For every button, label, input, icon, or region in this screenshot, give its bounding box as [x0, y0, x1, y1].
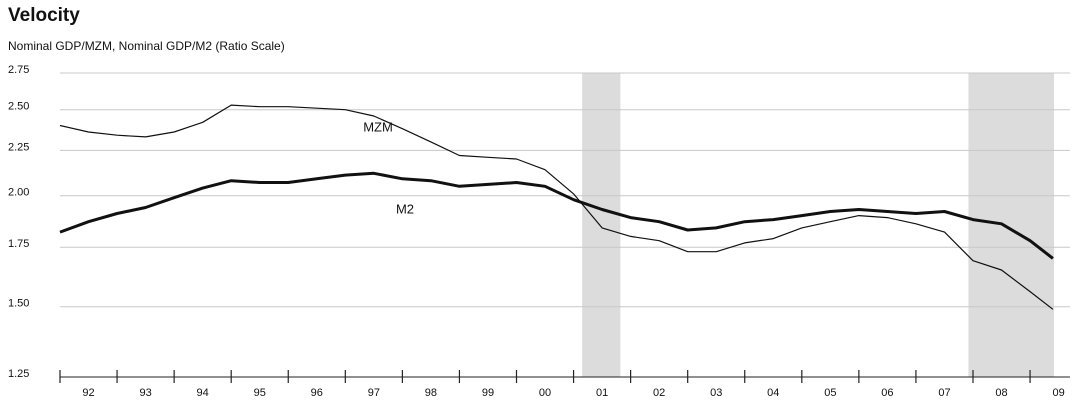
x-tick-label: 94: [197, 387, 209, 399]
series-line: [59, 104, 1054, 310]
y-tick-label: 1.25: [8, 368, 29, 380]
x-tick-label: 08: [995, 387, 1007, 399]
series-line: [59, 171, 1054, 260]
series-label: M2: [396, 201, 414, 216]
y-tick-label: 2.50: [8, 101, 29, 113]
chart-title: Velocity: [8, 5, 80, 26]
y-tick-label: 1.75: [8, 238, 29, 250]
x-tick-label: 04: [767, 387, 779, 399]
x-tick-label: 02: [653, 387, 665, 399]
x-tick-label: 97: [368, 387, 380, 399]
recession-shade: [582, 73, 621, 377]
y-tick-label: 2.25: [8, 141, 29, 153]
x-tick-label: 07: [938, 387, 950, 399]
x-tick-label: 99: [482, 387, 494, 399]
x-tick-label: 96: [311, 387, 323, 399]
x-tick-label: 09: [1052, 387, 1064, 399]
y-tick-label: 1.50: [8, 298, 29, 310]
y-tick-label: 2.00: [8, 187, 29, 199]
x-tick-label: 03: [710, 387, 722, 399]
x-tick-label: 01: [596, 387, 608, 399]
recession-shade: [968, 73, 1055, 377]
chart-subtitle: Nominal GDP/MZM, Nominal GDP/M2 (Ratio S…: [8, 39, 285, 53]
x-tick-label: 06: [881, 387, 893, 399]
series-label: MZM: [363, 119, 393, 134]
x-tick-label: 00: [539, 387, 551, 399]
x-tick-label: 92: [82, 387, 94, 399]
x-tick-label: 05: [824, 387, 836, 399]
y-tick-label: 2.75: [8, 64, 29, 76]
x-tick-label: 95: [254, 387, 266, 399]
x-tick-label: 98: [425, 387, 437, 399]
x-tick-label: 93: [139, 387, 151, 399]
